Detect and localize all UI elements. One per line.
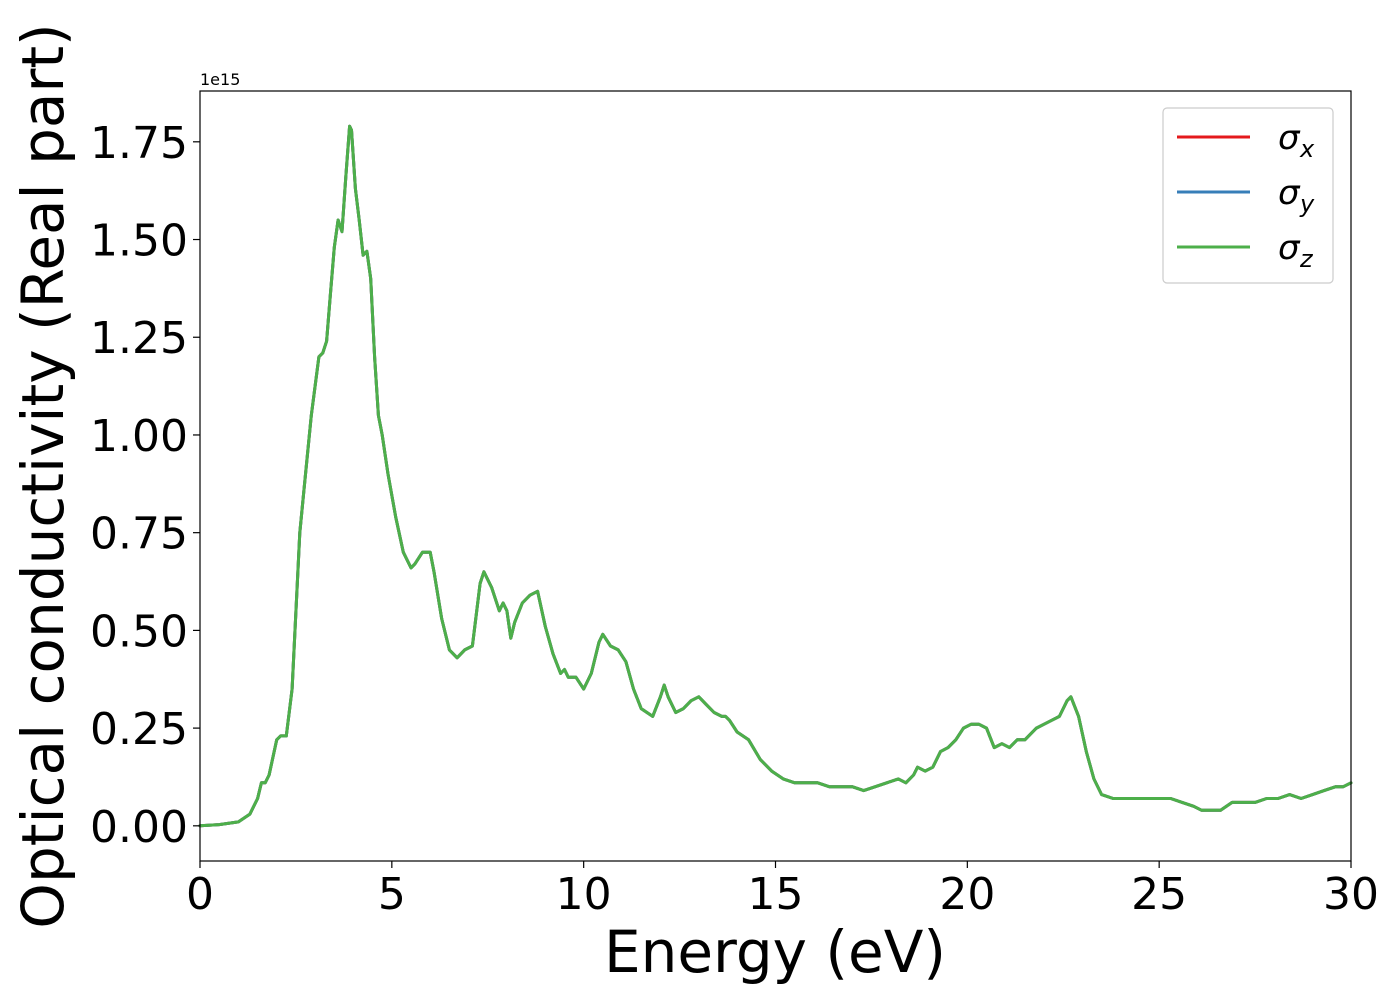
series-line-z	[198, 124, 1353, 828]
legend-subscript: z	[1299, 245, 1314, 273]
y-tick-label: 1.75	[90, 118, 188, 169]
y-tick-label: 1.50	[90, 216, 188, 267]
legend-label: σ	[1278, 173, 1301, 213]
x-tick-label: 25	[1131, 869, 1187, 920]
x-tick-label: 15	[748, 869, 804, 920]
y-axis-title: Optical conductivity (Real part)	[9, 23, 77, 928]
y-offset-label: 1e15	[200, 70, 240, 89]
legend-subscript: y	[1299, 190, 1315, 218]
legend-label: σ	[1278, 118, 1301, 158]
y-tick-label: 0.75	[90, 509, 188, 560]
legend-subscript: x	[1299, 135, 1315, 163]
x-tick-label: 0	[186, 869, 214, 920]
y-tick-label: 0.25	[90, 704, 188, 755]
x-tick-label: 20	[939, 869, 995, 920]
series-layer	[198, 124, 1353, 828]
x-axis: 0 5 10 15 20 25 30	[186, 861, 1379, 920]
x-tick-label: 5	[378, 869, 406, 920]
x-tick-label: 10	[556, 869, 612, 920]
y-tick-label: 0.50	[90, 606, 188, 657]
y-tick-label: 0.00	[90, 802, 188, 853]
y-axis: 0.00 0.25 0.50 0.75 1.00 1.25 1.50 1.75	[90, 118, 200, 853]
legend-box	[1162, 107, 1334, 284]
x-tick-label: 30	[1323, 869, 1379, 920]
x-axis-title: Energy (eV)	[604, 918, 946, 986]
legend-label: σ	[1278, 228, 1301, 268]
y-tick-label: 1.25	[90, 313, 188, 364]
legend: σ xσ yσ z	[1162, 107, 1334, 284]
y-tick-label: 1.00	[90, 411, 188, 462]
